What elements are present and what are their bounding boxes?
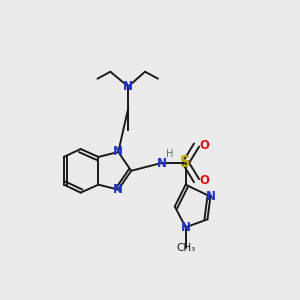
Text: N: N — [123, 80, 133, 93]
Text: N: N — [113, 146, 123, 158]
Text: O: O — [200, 174, 209, 187]
Text: O: O — [200, 139, 209, 152]
Text: N: N — [181, 221, 191, 234]
Text: H: H — [166, 149, 173, 159]
Text: N: N — [113, 183, 123, 196]
Text: N: N — [157, 158, 167, 170]
Text: S: S — [180, 155, 191, 170]
Text: N: N — [206, 190, 215, 203]
Text: CH₃: CH₃ — [176, 243, 195, 253]
